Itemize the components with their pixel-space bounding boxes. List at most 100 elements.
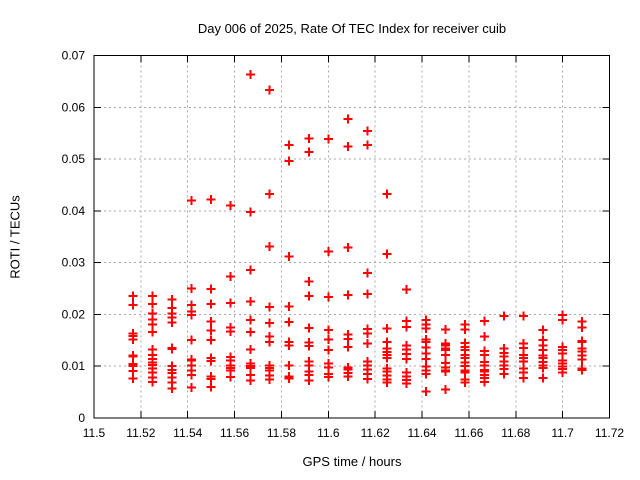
x-tick-label: 11.64: [407, 426, 436, 440]
data-point-marker: [206, 356, 216, 366]
y-tick-label: 0: [78, 411, 85, 425]
data-point-marker: [421, 354, 431, 364]
data-point-marker: [343, 142, 353, 152]
data-point-marker: [480, 332, 490, 342]
x-tick-label: 11.66: [454, 426, 483, 440]
y-tick-label: 0.07: [62, 49, 86, 63]
data-point-marker: [304, 147, 314, 157]
data-point-marker: [206, 382, 216, 392]
data-point-marker: [148, 291, 158, 301]
x-axis-label: GPS time / hours: [302, 454, 402, 469]
x-tick-label: 11.72: [595, 426, 624, 440]
data-point-marker: [265, 242, 275, 252]
data-point-marker: [343, 342, 353, 352]
data-point-marker: [187, 196, 197, 205]
y-tick-label: 0.02: [62, 307, 86, 321]
data-point-marker: [499, 369, 509, 379]
data-point-marker: [382, 353, 392, 363]
data-point-marker: [382, 377, 392, 387]
data-point-marker: [128, 334, 138, 344]
data-point-marker: [323, 334, 333, 344]
x-tick-label: 11.62: [361, 426, 390, 440]
data-point-marker: [480, 377, 490, 387]
data-point-marker: [519, 373, 529, 383]
data-point-marker: [167, 344, 177, 354]
data-point-marker: [284, 156, 294, 166]
data-point-marker: [167, 383, 177, 393]
x-tick-label: 11.68: [501, 426, 530, 440]
data-point-marker: [245, 296, 255, 306]
data-point-marker: [304, 341, 314, 351]
data-point-marker: [265, 189, 275, 199]
data-point-marker: [148, 299, 158, 309]
x-tick-label: 11.6: [317, 426, 340, 440]
data-point-marker: [401, 354, 411, 364]
data-point-marker: [187, 370, 197, 380]
data-point-marker: [304, 291, 314, 301]
data-point-marker: [226, 372, 236, 382]
data-point-marker: [206, 194, 216, 204]
data-point-marker: [343, 334, 353, 344]
y-tick-label: 0.04: [62, 204, 86, 218]
data-point-marker: [538, 373, 548, 383]
data-point-marker: [421, 323, 431, 333]
data-point-marker: [362, 268, 372, 278]
data-point-marker: [245, 327, 255, 337]
data-point-marker: [226, 327, 236, 337]
y-tick-label: 0.01: [62, 359, 86, 373]
data-point-marker: [323, 292, 333, 302]
x-tick-label: 11.5: [83, 426, 106, 440]
data-point-marker: [265, 85, 275, 95]
data-point-marker: [558, 367, 568, 377]
data-point-marker: [401, 285, 411, 295]
data-point-marker: [284, 302, 294, 312]
data-point-marker: [304, 376, 314, 386]
data-point-marker: [284, 251, 294, 261]
data-point-marker: [538, 363, 548, 373]
data-point-marker: [265, 337, 275, 347]
data-point-marker: [538, 325, 548, 335]
data-point-marker: [440, 324, 450, 334]
x-tick-label: 11.58: [267, 426, 296, 440]
data-point-marker: [323, 134, 333, 144]
data-point-marker: [382, 189, 392, 199]
data-point-marker: [245, 70, 255, 80]
data-point-marker: [148, 319, 158, 329]
data-point-marker: [187, 310, 197, 320]
data-point-marker: [265, 375, 275, 385]
data-point-marker: [206, 299, 216, 309]
data-point-marker: [187, 284, 197, 294]
data-point-marker: [187, 335, 197, 345]
data-point-marker: [401, 378, 411, 388]
data-point-marker: [148, 377, 158, 387]
x-tick-label: 11.56: [220, 426, 249, 440]
y-tick-label: 0.06: [62, 100, 86, 114]
data-point-marker: [421, 369, 431, 379]
data-point-marker: [284, 361, 294, 371]
data-point-marker: [382, 249, 392, 259]
data-point-marker: [362, 338, 372, 348]
data-point-marker: [577, 322, 587, 332]
y-tick-label: 0.03: [62, 256, 86, 270]
data-point-marker: [265, 302, 275, 312]
data-point-marker: [362, 140, 372, 150]
data-point-marker: [128, 366, 138, 376]
data-point-marker: [323, 345, 333, 355]
y-tick-label: 0.05: [62, 152, 86, 166]
data-point-marker: [284, 374, 294, 384]
data-point-marker: [226, 298, 236, 308]
data-point-marker: [284, 341, 294, 350]
data-point-marker: [343, 290, 353, 300]
data-point-marker: [343, 372, 353, 382]
data-point-marker: [128, 300, 138, 310]
data-point-marker: [265, 318, 275, 328]
data-point-marker: [343, 114, 353, 124]
data-point-marker: [440, 385, 450, 395]
data-point-marker: [401, 322, 411, 332]
data-point-marker: [323, 372, 333, 382]
data-point-marker: [206, 335, 216, 345]
data-point-marker: [460, 324, 470, 334]
data-point-marker: [323, 246, 333, 256]
data-point-marker: [226, 201, 236, 211]
